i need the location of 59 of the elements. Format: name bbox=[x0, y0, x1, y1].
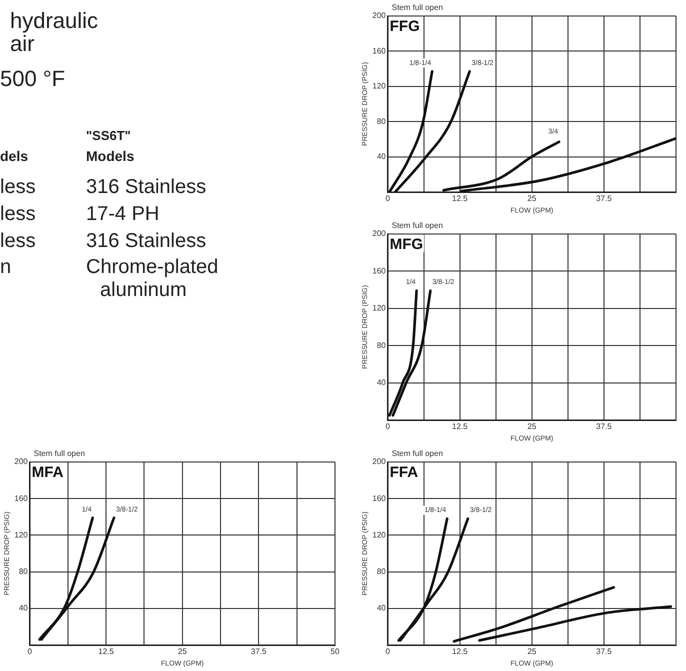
x-tick-label: 12.5 bbox=[452, 194, 468, 204]
y-tick-label: 160 bbox=[372, 266, 386, 276]
x-tick-label: 37.5 bbox=[596, 422, 612, 432]
text: aluminum bbox=[100, 279, 187, 302]
text: 316 Stainless bbox=[86, 176, 206, 199]
y-tick-label: 160 bbox=[372, 494, 386, 503]
x-tick-label: 0 bbox=[386, 422, 391, 432]
x-tick-label: 50 bbox=[330, 647, 340, 656]
x-tick-label: 0 bbox=[386, 194, 391, 204]
text: Models bbox=[86, 148, 134, 164]
x-tick-label: 25 bbox=[527, 422, 537, 432]
y-tick-label: 200 bbox=[372, 229, 386, 238]
y-tick-label: 120 bbox=[372, 530, 386, 540]
y-tick-label: 120 bbox=[14, 530, 28, 540]
y-tick-label: 200 bbox=[372, 11, 386, 20]
chart-subtitle: Stem full open bbox=[392, 221, 443, 230]
x-tick-label: 37.5 bbox=[596, 194, 612, 204]
text: hydraulic bbox=[10, 8, 98, 34]
y-tick-label: 80 bbox=[376, 116, 386, 126]
x-tick-label: 12.5 bbox=[98, 647, 114, 656]
y-tick-label: 40 bbox=[376, 604, 386, 613]
chart-subtitle: Stem full open bbox=[392, 449, 443, 458]
x-tick-label: 12.5 bbox=[452, 422, 468, 432]
y-tick-label: 80 bbox=[376, 567, 386, 576]
y-tick-label: 160 bbox=[372, 46, 386, 56]
y-tick-label: 160 bbox=[14, 494, 28, 503]
x-tick-label: 0 bbox=[386, 647, 391, 656]
chart-title: MFG bbox=[390, 236, 424, 253]
x-tick-label: 37.5 bbox=[596, 647, 612, 656]
x-tick-label: 0 bbox=[28, 647, 33, 656]
x-tick-label: 25 bbox=[527, 647, 537, 656]
text: less bbox=[0, 203, 36, 226]
chart-title: FFG bbox=[390, 18, 420, 35]
y-tick-label: 40 bbox=[18, 604, 28, 613]
x-tick-label: 12.5 bbox=[452, 647, 468, 656]
y-tick-label: 120 bbox=[372, 304, 386, 313]
text: 17-4 PH bbox=[86, 203, 160, 226]
y-tick-label: 120 bbox=[372, 82, 386, 91]
y-tick-label: 40 bbox=[376, 152, 386, 162]
text: Chrome-plated bbox=[86, 256, 218, 279]
y-tick-label: 200 bbox=[372, 457, 386, 466]
y-tick-label: 200 bbox=[14, 457, 28, 466]
text: less bbox=[0, 176, 36, 199]
x-tick-label: 25 bbox=[178, 647, 188, 656]
chart-title: FFA bbox=[390, 464, 418, 481]
y-tick-label: 40 bbox=[376, 378, 386, 388]
text: n bbox=[0, 256, 12, 279]
text: less bbox=[0, 230, 36, 253]
chart-subtitle: Stem full open bbox=[34, 449, 85, 458]
text: "SS6T" bbox=[86, 128, 131, 143]
x-tick-label: 37.5 bbox=[250, 647, 268, 656]
y-tick-label: 80 bbox=[376, 340, 386, 350]
text: 500 °F bbox=[0, 66, 66, 92]
text: 316 Stainless bbox=[86, 230, 206, 253]
y-tick-label: 80 bbox=[18, 567, 28, 576]
x-tick-label: 25 bbox=[527, 194, 537, 204]
text: dels bbox=[0, 148, 28, 164]
chart-subtitle: Stem full open bbox=[392, 3, 443, 12]
chart-title: MFA bbox=[32, 464, 64, 481]
